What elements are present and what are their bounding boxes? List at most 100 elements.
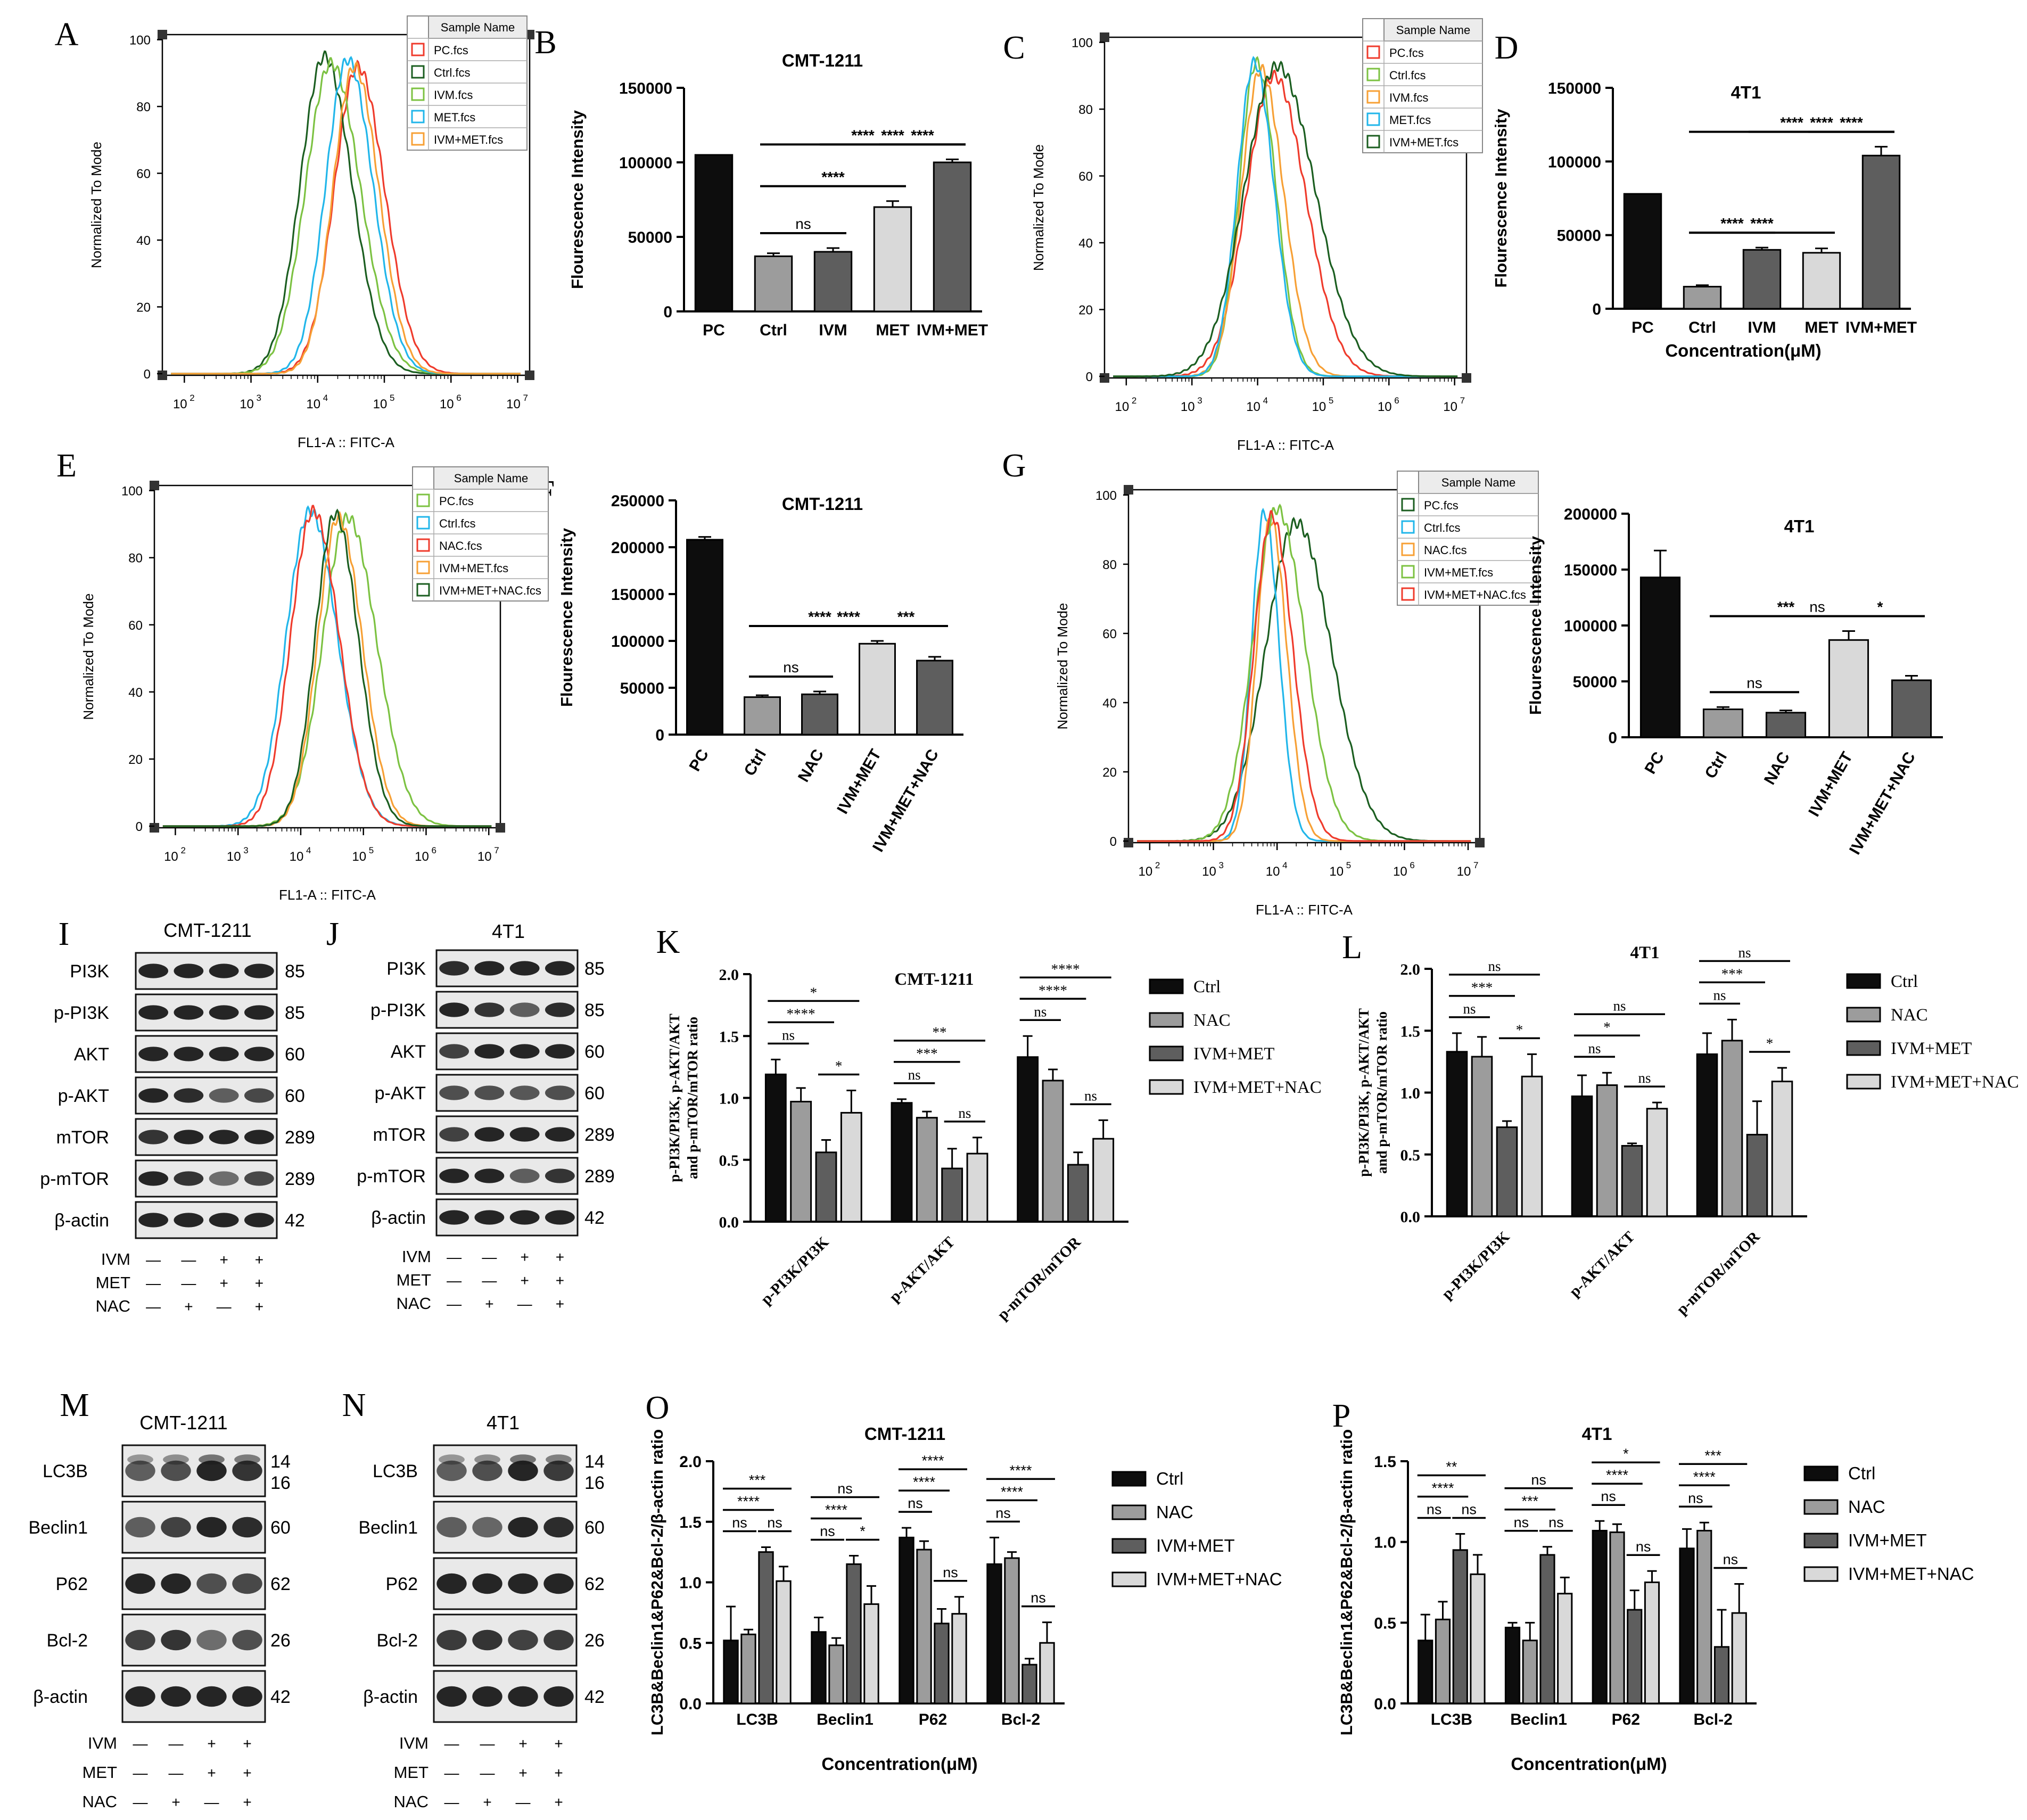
chart-title: CMT-1211 xyxy=(782,494,863,514)
corner-marker xyxy=(1100,373,1109,383)
panel-letter-N: N xyxy=(342,1387,366,1423)
bar-IVM+MET xyxy=(1452,1549,1468,1704)
bar-NAC xyxy=(790,1100,812,1223)
y-tick-label: 0.5 xyxy=(719,1152,739,1170)
bar-NAC xyxy=(1721,1040,1743,1217)
blot-band xyxy=(545,1044,575,1059)
legend-swatch-orange xyxy=(1401,542,1415,556)
x-tick-label: 10 xyxy=(477,850,492,864)
blot-band xyxy=(439,1127,469,1142)
x-tick-label: Ctrl xyxy=(1702,749,1731,781)
significance-label: ns xyxy=(1723,1552,1738,1568)
x-tick-label: LC3B xyxy=(1431,1711,1472,1728)
corner-marker xyxy=(158,30,167,39)
significance-label: ns xyxy=(1746,674,1762,691)
blot-band xyxy=(196,1629,227,1651)
corner-marker xyxy=(1100,32,1109,42)
blot-row-label: AKT xyxy=(74,1044,109,1065)
y-tick-label: 0 xyxy=(663,303,672,321)
panel-letter-J: J xyxy=(326,916,339,952)
bar-IVM+MET+NAC xyxy=(1470,1573,1486,1704)
significance-label: *** xyxy=(1521,1493,1538,1509)
molecular-weight: 42 xyxy=(270,1687,291,1707)
x-tick-label: p-AKT/AKT xyxy=(1566,1228,1638,1300)
significance-label: **** xyxy=(1693,1469,1716,1485)
bar-PC xyxy=(1623,193,1662,310)
legend-entry: Ctrl.fcs xyxy=(1424,521,1460,534)
legend-swatch-Ctrl xyxy=(1149,978,1184,994)
bar-MET xyxy=(873,206,912,312)
blot-row-label: p-mTOR xyxy=(357,1166,426,1187)
histogram-curve-red xyxy=(1137,510,1471,842)
y-tick-label: 1.5 xyxy=(1400,1023,1421,1040)
blot-band xyxy=(138,1005,169,1020)
significance-label: * xyxy=(810,984,818,1000)
blot-band xyxy=(161,1573,191,1594)
panel-letter-O: O xyxy=(646,1390,670,1426)
y-axis-label-line: Flourescence Intensity xyxy=(1526,536,1545,715)
bar-NAC xyxy=(1596,1084,1618,1217)
x-tick-exponent: 5 xyxy=(1346,860,1351,870)
bar-Ctrl xyxy=(1446,1051,1468,1217)
legend-entry: NAC xyxy=(1193,1011,1231,1030)
x-tick-label: Bcl-2 xyxy=(1001,1711,1040,1728)
significance-label: *** xyxy=(916,1045,938,1061)
bar-IVM+MET+NAC xyxy=(1092,1138,1115,1223)
significance-label: **** xyxy=(881,127,904,143)
blot-band xyxy=(439,961,469,976)
treatment-sign: + xyxy=(219,1251,228,1268)
x-tick-label: 10 xyxy=(1457,864,1471,879)
y-axis-label-line: Flourescence Intensity xyxy=(568,110,587,289)
significance-label: ns xyxy=(1548,1514,1564,1530)
panel-letter-E: E xyxy=(56,448,77,484)
legend-entry: IVM+MET+NAC xyxy=(1156,1569,1282,1589)
blot-band xyxy=(474,1210,505,1225)
panel-letter-K: K xyxy=(656,924,680,960)
x-tick-label: 10 xyxy=(227,850,241,864)
plot-frame xyxy=(153,484,501,829)
x-tick-label: IVM+MET xyxy=(917,322,988,339)
blot-band xyxy=(174,1130,204,1144)
blot-title: 4T1 xyxy=(487,1412,520,1434)
blot-band xyxy=(472,1629,502,1651)
molecular-weight: 289 xyxy=(285,1127,315,1148)
y-tick-label: 0 xyxy=(1592,301,1601,318)
legend-entry: NAC.fcs xyxy=(439,539,482,553)
blot-band xyxy=(474,1454,500,1465)
x-tick-exponent: 2 xyxy=(1132,396,1136,406)
significance-label: ns xyxy=(943,1564,958,1580)
bar-chart-B: 0 50000 100000 150000 CMT-1211 Flourescence I… xyxy=(568,51,988,339)
blot-row-label: PI3K xyxy=(70,961,109,982)
y-axis-label-line: Flourescence Intensity xyxy=(557,528,576,707)
y-tick-label: 60 xyxy=(1078,170,1093,184)
x-tick-label: IVM+MET+NAC xyxy=(1846,749,1919,858)
bar-IVM+MET+NAC xyxy=(1646,1108,1668,1217)
treatment-label: IVM xyxy=(399,1734,429,1752)
y-axis-label: LC3B&Beclin1&P62&Bcl-2/β-actin ratio xyxy=(648,1429,666,1735)
significance-label: **** xyxy=(1039,982,1067,998)
blot-band xyxy=(125,1573,155,1594)
legend-entry: PC.fcs xyxy=(1389,46,1424,60)
legend-entry: PC.fcs xyxy=(434,44,468,57)
blot-band xyxy=(232,1517,262,1538)
legend-swatch-orange xyxy=(416,561,430,574)
bar-Ctrl xyxy=(1592,1529,1608,1704)
blot-band xyxy=(509,1044,540,1059)
y-tick-label: 0 xyxy=(655,727,664,744)
significance-label: **** xyxy=(1009,1462,1032,1478)
treatment-sign: — xyxy=(444,1735,459,1752)
bar-Ctrl xyxy=(764,1073,787,1223)
blot-band xyxy=(543,1517,574,1538)
blot-row-label: LC3B xyxy=(43,1461,88,1481)
treatment-label: IVM xyxy=(88,1734,117,1752)
significance-label: * xyxy=(860,1523,866,1539)
treatment-sign: + xyxy=(255,1251,263,1268)
significance-label: ns xyxy=(1738,944,1751,960)
molecular-weight: 60 xyxy=(285,1044,305,1065)
bar-NAC xyxy=(916,1117,938,1223)
bar-Ctrl xyxy=(1418,1640,1433,1704)
blot-band xyxy=(439,1085,469,1100)
treatment-sign: + xyxy=(518,1765,527,1781)
x-tick-label: 10 xyxy=(373,397,388,411)
